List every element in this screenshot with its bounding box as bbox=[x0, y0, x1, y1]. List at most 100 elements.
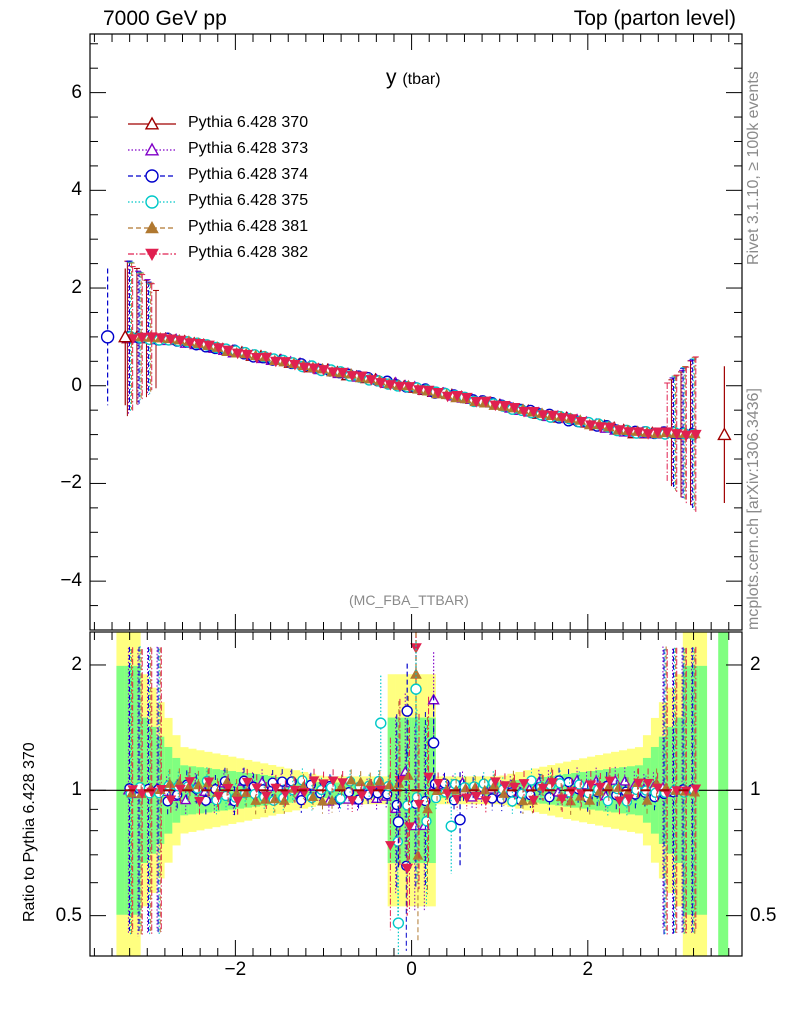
ratio-point bbox=[544, 792, 555, 803]
data-point bbox=[642, 429, 654, 440]
outlier-point bbox=[118, 329, 133, 343]
data-point bbox=[499, 400, 511, 412]
data-point bbox=[413, 385, 425, 396]
ratio-point bbox=[490, 777, 501, 788]
feature-point bbox=[410, 683, 422, 695]
y-tick-label: −4 bbox=[60, 570, 82, 592]
ratio-point bbox=[308, 776, 320, 787]
ratio-point bbox=[326, 795, 338, 805]
ratio-point bbox=[327, 776, 339, 787]
ratio-point bbox=[451, 794, 463, 805]
data-point bbox=[537, 410, 549, 421]
ratio-point bbox=[461, 793, 473, 804]
feature-point bbox=[401, 863, 414, 875]
ratio-point bbox=[413, 800, 425, 810]
ratio-y-tick-label: 2 bbox=[71, 653, 82, 675]
feature-point bbox=[375, 717, 387, 729]
data-point bbox=[279, 357, 292, 368]
ratio-point bbox=[269, 793, 281, 804]
ratio-point bbox=[507, 796, 518, 807]
ratio-points bbox=[90, 632, 742, 956]
feature-point bbox=[454, 813, 466, 826]
data-point bbox=[336, 367, 349, 379]
data-point bbox=[680, 430, 693, 442]
data-point bbox=[546, 410, 559, 422]
data-point bbox=[308, 363, 320, 374]
data-point bbox=[470, 397, 483, 408]
data-point bbox=[479, 396, 492, 408]
feature-point bbox=[392, 816, 405, 828]
ratio-point bbox=[317, 795, 328, 806]
ratio-point bbox=[270, 783, 282, 794]
data-point bbox=[136, 332, 149, 344]
data-point bbox=[269, 356, 282, 368]
legend-marker bbox=[145, 195, 159, 209]
y-tick-label: 2 bbox=[71, 277, 82, 299]
y-tick-label: 4 bbox=[71, 179, 82, 201]
ratio-point bbox=[422, 803, 433, 814]
ratio-point bbox=[595, 782, 606, 793]
ratio-point bbox=[325, 782, 337, 793]
ratio-point bbox=[442, 789, 453, 800]
data-point bbox=[346, 371, 359, 382]
x-tick-label: 2 bbox=[582, 959, 594, 980]
y-tick-label: 0 bbox=[71, 374, 82, 396]
ratio-point bbox=[403, 770, 414, 780]
data-point bbox=[145, 332, 158, 343]
ratio-point bbox=[240, 787, 252, 798]
data-point bbox=[460, 392, 473, 404]
ratio-point bbox=[604, 776, 616, 787]
ratio-point bbox=[509, 782, 520, 793]
ratio-point bbox=[203, 777, 215, 788]
ratio-point bbox=[602, 795, 613, 807]
data-point bbox=[508, 403, 521, 414]
data-point bbox=[403, 382, 416, 393]
ratio-point bbox=[537, 783, 549, 794]
data-point bbox=[222, 345, 234, 357]
legend-marker bbox=[144, 116, 160, 130]
data-point bbox=[604, 422, 616, 434]
ratio-point bbox=[335, 793, 346, 804]
feature-point bbox=[401, 705, 413, 717]
data-point bbox=[317, 365, 330, 376]
legend-entry: Pythia 6.428 382 bbox=[188, 244, 309, 261]
analysis-watermark: (MC_FBA_TTBAR) bbox=[349, 592, 469, 608]
data-point bbox=[260, 352, 273, 364]
top-label: Top (parton level) bbox=[573, 7, 736, 30]
data-point bbox=[556, 413, 569, 424]
ratio-point bbox=[165, 795, 177, 806]
ratio-point bbox=[565, 795, 577, 806]
data-point bbox=[174, 335, 187, 347]
ratio-point bbox=[432, 778, 444, 789]
outlier-point bbox=[100, 330, 115, 344]
data-point bbox=[670, 429, 683, 440]
data-point bbox=[518, 406, 530, 418]
ratio-point bbox=[180, 794, 192, 805]
data-point bbox=[384, 380, 397, 391]
ratio-point bbox=[480, 796, 492, 806]
data-point bbox=[651, 427, 664, 439]
ratio-point bbox=[423, 772, 434, 783]
ratio-point bbox=[194, 796, 205, 807]
data-point bbox=[289, 359, 301, 371]
data-point bbox=[365, 375, 378, 386]
ratio-y-tick-label-right: 0.5 bbox=[750, 904, 777, 926]
ratio-point bbox=[528, 795, 539, 806]
legend-entry: Pythia 6.428 374 bbox=[188, 166, 309, 183]
ratio-point bbox=[498, 788, 510, 798]
data-point bbox=[594, 422, 607, 433]
data-point bbox=[203, 340, 215, 352]
feature-point bbox=[427, 737, 440, 749]
energy-label: 7000 GeV pp bbox=[103, 7, 227, 30]
data-point bbox=[451, 391, 464, 402]
data-point bbox=[355, 371, 368, 383]
plot-title-suffix: (tbar) bbox=[402, 71, 441, 88]
data-point bbox=[164, 334, 177, 346]
data-point bbox=[661, 427, 674, 438]
data-point bbox=[374, 378, 387, 389]
data-point bbox=[432, 388, 444, 399]
ratio-point bbox=[307, 791, 319, 802]
ratio-point bbox=[584, 795, 596, 805]
ratio-y-tick-label: 0.5 bbox=[55, 904, 82, 926]
data-point bbox=[422, 385, 435, 397]
